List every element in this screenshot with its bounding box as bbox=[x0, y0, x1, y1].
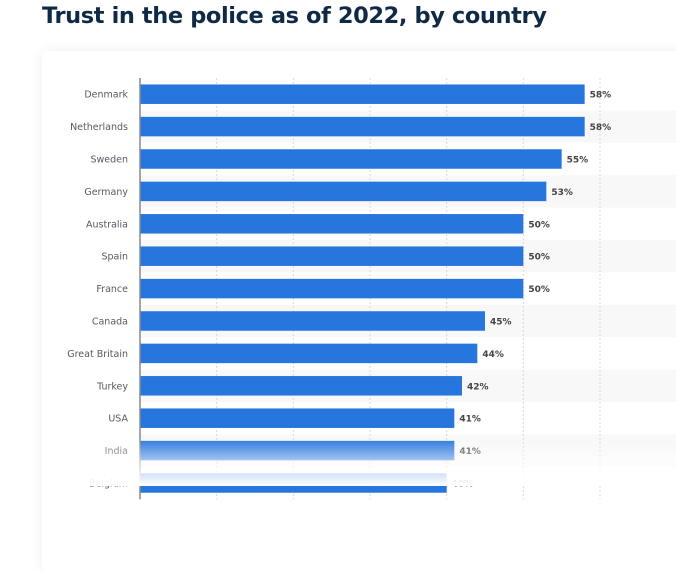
bar-chart: Denmark 58% Netherlands 58% Sweden 55% Germany… bbox=[67, 78, 612, 500]
value-label: 50% bbox=[528, 220, 550, 230]
bar bbox=[140, 149, 562, 169]
value-label: 45% bbox=[490, 318, 512, 328]
bar bbox=[140, 408, 455, 428]
category-label: France bbox=[96, 284, 128, 295]
value-label: 50% bbox=[528, 253, 550, 263]
category-label: USA bbox=[108, 414, 128, 425]
bar bbox=[140, 278, 524, 299]
bar bbox=[140, 440, 455, 461]
category-label: Germany bbox=[84, 187, 128, 198]
value-label: 41% bbox=[459, 415, 481, 425]
bar bbox=[140, 376, 462, 396]
value-label: 58% bbox=[590, 91, 612, 101]
value-label: 53% bbox=[551, 188, 573, 198]
bar bbox=[140, 181, 547, 202]
bar bbox=[140, 214, 524, 234]
bar bbox=[140, 343, 478, 364]
category-label: Canada bbox=[92, 317, 128, 328]
category-label: Denmark bbox=[84, 90, 128, 101]
category-label: Australia bbox=[86, 219, 128, 230]
bar bbox=[140, 246, 524, 266]
value-label: 40% bbox=[452, 480, 474, 490]
value-label: 41% bbox=[459, 447, 481, 457]
category-label: Spain bbox=[101, 252, 128, 263]
value-label: 50% bbox=[528, 285, 550, 295]
bar bbox=[140, 116, 585, 137]
value-label: 42% bbox=[467, 382, 489, 392]
category-label: Turkey bbox=[96, 381, 128, 392]
bar bbox=[140, 311, 485, 331]
category-label: Sweden bbox=[90, 155, 128, 166]
category-label: India bbox=[105, 446, 128, 457]
value-label: 55% bbox=[567, 156, 589, 166]
value-label: 58% bbox=[590, 123, 612, 133]
bar bbox=[140, 84, 585, 104]
category-label: Netherlands bbox=[70, 122, 128, 133]
category-label: Belgium bbox=[89, 479, 128, 490]
bar bbox=[140, 473, 447, 493]
category-label: Great Britain bbox=[67, 349, 128, 360]
value-label: 44% bbox=[482, 350, 504, 360]
chart-title: Trust in the police as of 2022, by count… bbox=[42, 3, 547, 29]
